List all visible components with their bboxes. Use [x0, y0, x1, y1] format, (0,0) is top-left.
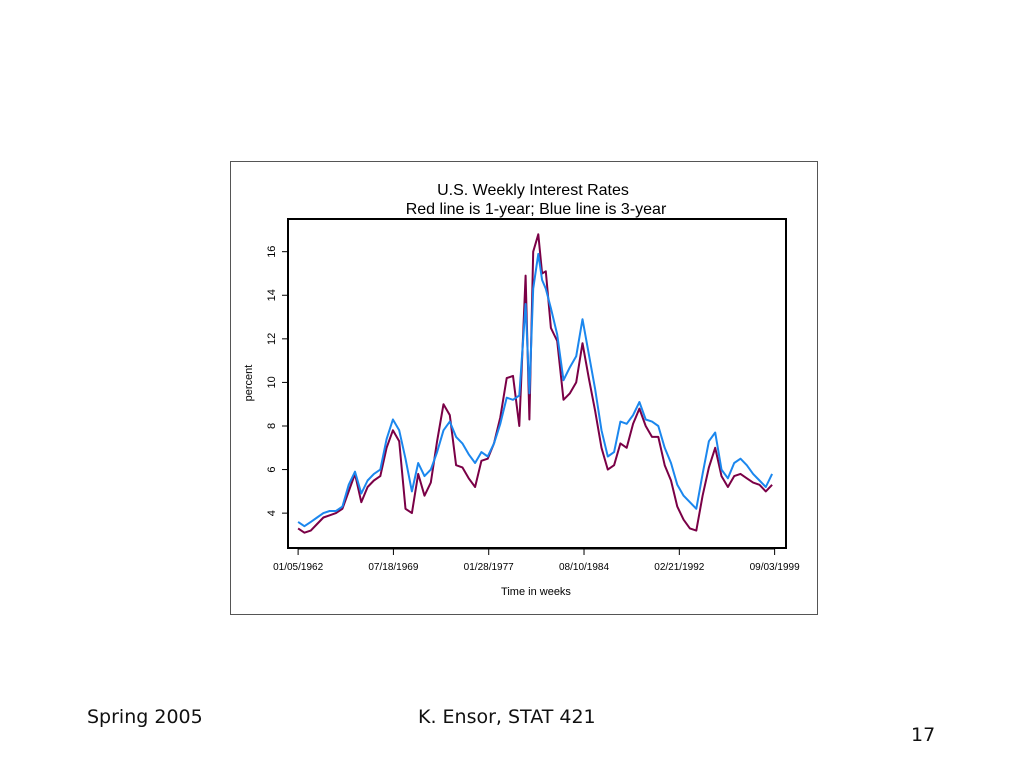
y-axis-label: percent	[243, 365, 255, 402]
series-line-1-year	[297, 233, 773, 534]
x-tick-label: 08/10/1984	[559, 562, 609, 573]
figure-frame	[230, 161, 818, 615]
x-tick-label: 01/28/1977	[464, 562, 514, 573]
footer-semester: Spring 2005	[87, 706, 203, 728]
y-tick-label: 4	[266, 510, 278, 516]
series-group	[297, 233, 774, 534]
y-tick-label: 6	[266, 467, 278, 473]
x-tick-label: 01/05/1962	[273, 562, 323, 573]
x-tick-label: 09/03/1999	[750, 562, 800, 573]
y-tick-label: 8	[266, 423, 278, 429]
x-axis: 01/05/1962 07/18/1969 01/28/1977 08/10/1984…	[273, 548, 800, 573]
y-tick-label: 14	[266, 289, 278, 301]
x-axis-label: Time in weeks	[501, 586, 571, 598]
x-tick-label: 02/21/1992	[654, 562, 704, 573]
y-tick-label: 16	[266, 246, 278, 258]
chart-title: U.S. Weekly Interest Rates	[437, 182, 629, 199]
y-axis: 4 6 8 10 12 14 16	[266, 246, 288, 516]
plot-area-frame	[287, 218, 787, 549]
y-tick-label: 10	[266, 376, 278, 388]
footer-page-number: 17	[911, 724, 936, 746]
x-tick-label: 07/18/1969	[368, 562, 418, 573]
series-line-3-year	[297, 252, 774, 528]
footer-course: K. Ensor, STAT 421	[418, 706, 596, 728]
chart-subtitle: Red line is 1-year; Blue line is 3-year	[406, 201, 667, 218]
interest-rate-chart: U.S. Weekly Interest Rates Red line is 1…	[243, 182, 800, 598]
y-tick-label: 12	[266, 333, 278, 345]
